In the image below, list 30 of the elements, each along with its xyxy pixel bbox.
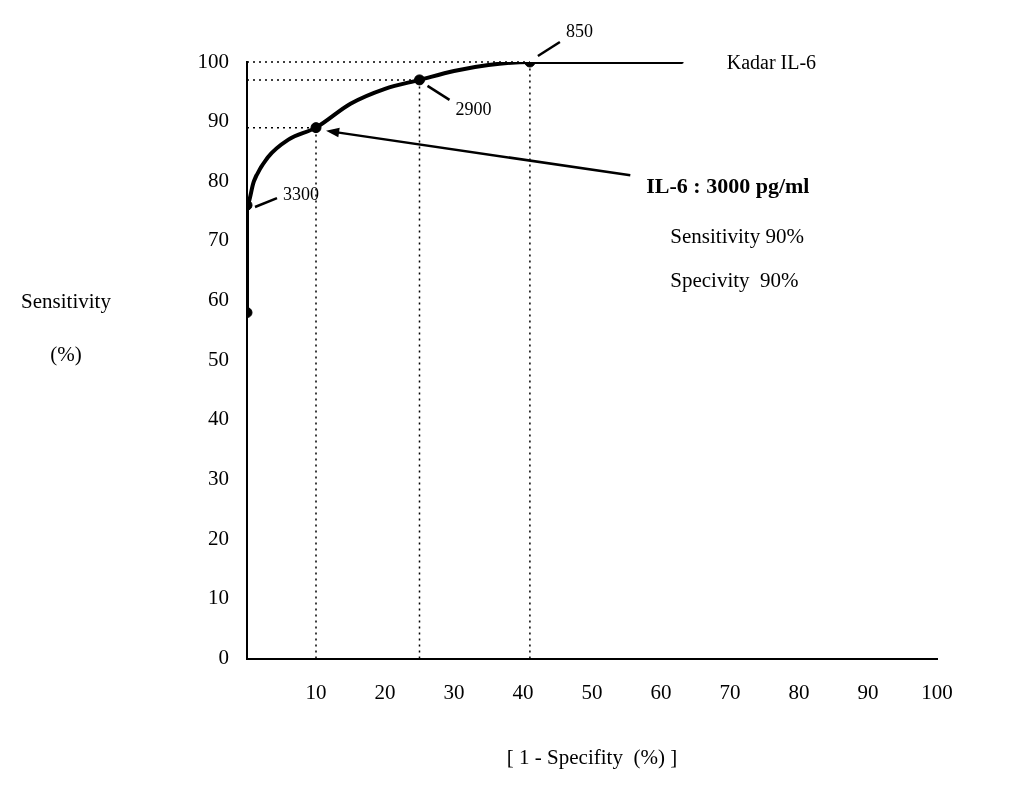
x-tick-label: 70 (719, 679, 741, 704)
y-tick-label: 80 (208, 167, 229, 192)
x-tick-label: 90 (857, 679, 879, 704)
x-tick-label: 100 (921, 679, 953, 704)
y-tick-label: 70 (208, 227, 229, 252)
y-tick-label: 0 (218, 645, 229, 670)
annotation: IL-6 : 3000 pg/ml (646, 172, 810, 198)
annotation: Specivity 90% (670, 267, 799, 292)
x-tick-label: 30 (443, 679, 465, 704)
text: Kadar IL-6 (726, 51, 817, 74)
y-tick-label: 100 (197, 48, 229, 73)
x-tick-label: 10 (305, 679, 327, 704)
y-tick-label: 50 (208, 346, 229, 371)
y-tick-label: 90 (208, 108, 229, 133)
text: Sensitivity (%) (21, 289, 111, 367)
x-tick-label: 60 (650, 679, 672, 704)
y-tick-label: 10 (208, 585, 229, 610)
annotation: 2900 (455, 98, 492, 119)
x-tick-label: 80 (788, 679, 810, 704)
annotation: Sensitivity 90% (670, 223, 804, 248)
x-tick-label: 40 (512, 679, 534, 704)
y-tick-label: 40 (208, 406, 229, 431)
y-tick-label: 30 (208, 466, 229, 491)
y-tick-label: 20 (208, 525, 229, 550)
annotation: 850 (565, 20, 593, 41)
x-axis-title: [ 1 - Specifity (%) ] (506, 744, 678, 769)
x-tick-label: 20 (374, 679, 396, 704)
x-tick-label: 50 (581, 679, 603, 704)
annotation: 3300 (283, 183, 319, 204)
y-tick-label: 60 (208, 287, 229, 312)
